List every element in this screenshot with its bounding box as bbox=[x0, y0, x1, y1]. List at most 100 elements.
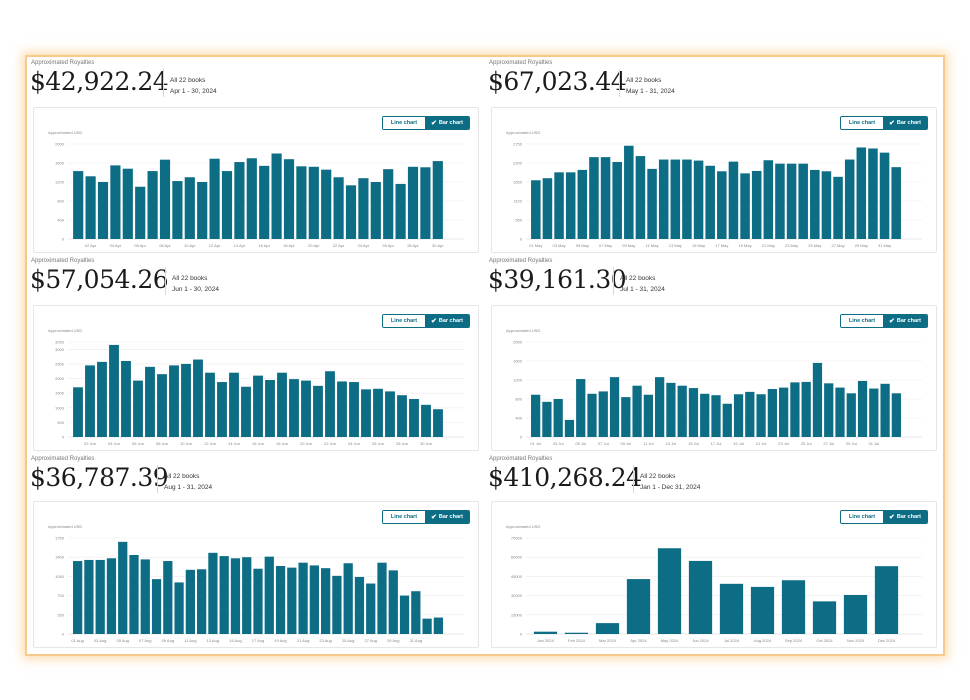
bar-27-jun[interactable] bbox=[385, 391, 395, 437]
bar-23-aug[interactable] bbox=[321, 568, 331, 634]
bar-13-jul[interactable] bbox=[666, 382, 676, 437]
bar-18-apr[interactable] bbox=[283, 159, 295, 239]
bar-02-may[interactable] bbox=[542, 178, 553, 239]
bar-03-jul[interactable] bbox=[553, 399, 563, 437]
bar-27-jul[interactable] bbox=[824, 383, 834, 437]
bar-20-jun[interactable] bbox=[301, 380, 311, 437]
bar-19-apr[interactable] bbox=[296, 166, 307, 239]
bar-25-jul[interactable] bbox=[801, 381, 811, 437]
bar-02-apr[interactable] bbox=[85, 176, 96, 239]
bar-02-jun[interactable] bbox=[85, 365, 95, 437]
bar-item-32[interactable] bbox=[891, 393, 901, 437]
bar-06-jul[interactable] bbox=[587, 393, 597, 437]
line-chart-button[interactable]: Line chart bbox=[383, 117, 425, 129]
bar-01-aug[interactable] bbox=[73, 561, 83, 634]
bar-17-jun[interactable] bbox=[265, 380, 275, 437]
line-chart-button[interactable]: Line chart bbox=[841, 117, 883, 129]
bar-chart-button[interactable]: ✔ Bar chart bbox=[425, 511, 469, 523]
bar-20-may[interactable] bbox=[751, 170, 762, 239]
bar-07-jun[interactable] bbox=[145, 366, 155, 437]
bar-30-apr[interactable] bbox=[432, 161, 443, 239]
bar-26-aug[interactable] bbox=[354, 576, 365, 634]
bar-21-jun[interactable] bbox=[313, 385, 323, 437]
bar-chart-button[interactable]: ✔ Bar chart bbox=[883, 315, 927, 327]
bar-11-jul[interactable] bbox=[643, 394, 653, 437]
bar-01-jul[interactable] bbox=[531, 394, 541, 437]
bar-07-apr[interactable] bbox=[147, 171, 158, 239]
bar-12-jul[interactable] bbox=[655, 377, 665, 437]
bar-22-jul[interactable] bbox=[767, 389, 777, 437]
bar-13-aug[interactable] bbox=[208, 552, 218, 634]
bar-19-jun[interactable] bbox=[289, 379, 299, 437]
bar-03-may[interactable] bbox=[554, 172, 564, 239]
bar-item-31[interactable] bbox=[891, 167, 901, 239]
bar-dec-2024[interactable] bbox=[874, 566, 899, 634]
bar-19-may[interactable] bbox=[740, 173, 750, 239]
bar-22-apr[interactable] bbox=[333, 177, 344, 239]
bar-27-aug[interactable] bbox=[366, 583, 376, 634]
bar-08-jun[interactable] bbox=[157, 374, 167, 437]
bar-25-jun[interactable] bbox=[361, 389, 371, 437]
bar-item-31[interactable] bbox=[422, 618, 432, 634]
bar-14-apr[interactable] bbox=[234, 162, 245, 239]
bar-mar-2024[interactable] bbox=[595, 623, 620, 634]
bar-24-jul[interactable] bbox=[790, 382, 800, 437]
bar-may-2024[interactable] bbox=[657, 548, 682, 634]
bar-10-jun[interactable] bbox=[181, 363, 191, 437]
bar-12-may[interactable] bbox=[658, 159, 669, 239]
bar-04-apr[interactable] bbox=[110, 165, 121, 239]
bar-30-jul[interactable] bbox=[857, 380, 868, 437]
bar-15-jun[interactable] bbox=[241, 386, 251, 437]
bar-09-may[interactable] bbox=[624, 145, 634, 239]
bar-07-aug[interactable] bbox=[140, 559, 150, 634]
bar-11-apr[interactable] bbox=[197, 182, 208, 239]
bar-09-jun[interactable] bbox=[169, 365, 179, 437]
bar-28-jun[interactable] bbox=[397, 395, 407, 437]
bar-apr-2024[interactable] bbox=[626, 579, 651, 634]
bar-chart-button[interactable]: ✔ Bar chart bbox=[883, 117, 927, 129]
bar-12-apr[interactable] bbox=[209, 158, 220, 239]
bar-16-may[interactable] bbox=[705, 165, 715, 239]
bar-jun-2024[interactable] bbox=[688, 560, 713, 634]
bar-16-jul[interactable] bbox=[700, 393, 710, 437]
bar-01-jun[interactable] bbox=[73, 387, 83, 437]
bar-23-may[interactable] bbox=[786, 163, 797, 239]
bar-oct-2024[interactable] bbox=[812, 601, 837, 634]
bar-19-jul[interactable] bbox=[733, 394, 744, 437]
bar-08-aug[interactable] bbox=[151, 579, 162, 634]
bar-27-apr[interactable] bbox=[395, 183, 406, 239]
bar-27-may[interactable] bbox=[833, 176, 843, 239]
bar-16-jun[interactable] bbox=[253, 375, 263, 437]
bar-feb-2024[interactable] bbox=[564, 632, 589, 634]
bar-28-aug[interactable] bbox=[377, 562, 387, 634]
bar-04-jun[interactable] bbox=[109, 344, 119, 437]
bar-16-apr[interactable] bbox=[259, 165, 270, 239]
bar-02-aug[interactable] bbox=[84, 559, 94, 634]
line-chart-button[interactable]: Line chart bbox=[841, 511, 883, 523]
bar-28-may[interactable] bbox=[844, 159, 855, 239]
bar-20-apr[interactable] bbox=[308, 166, 319, 239]
bar-21-apr[interactable] bbox=[321, 169, 332, 239]
bar-26-apr[interactable] bbox=[383, 169, 394, 239]
bar-05-aug[interactable] bbox=[118, 541, 128, 634]
bar-23-jun[interactable] bbox=[337, 381, 347, 437]
bar-15-apr[interactable] bbox=[246, 158, 257, 239]
bar-08-may[interactable] bbox=[612, 161, 622, 239]
bar-14-aug[interactable] bbox=[219, 556, 229, 634]
bar-nov-2024[interactable] bbox=[843, 594, 868, 634]
bar-03-apr[interactable] bbox=[97, 182, 109, 239]
bar-20-jul[interactable] bbox=[745, 391, 755, 437]
bar-29-jul[interactable] bbox=[846, 393, 856, 437]
bar-10-may[interactable] bbox=[635, 156, 646, 239]
bar-31-jul[interactable] bbox=[869, 388, 879, 437]
bar-18-may[interactable] bbox=[728, 161, 739, 239]
bar-30-aug[interactable] bbox=[399, 595, 410, 634]
bar-09-apr[interactable] bbox=[172, 181, 183, 239]
bar-29-aug[interactable] bbox=[388, 570, 398, 634]
bar-06-aug[interactable] bbox=[129, 555, 139, 634]
bar-26-jun[interactable] bbox=[373, 388, 383, 437]
bar-05-may[interactable] bbox=[577, 169, 588, 239]
bar-22-may[interactable] bbox=[775, 163, 785, 239]
bar-22-jun[interactable] bbox=[325, 371, 335, 437]
bar-28-jul[interactable] bbox=[835, 387, 845, 437]
